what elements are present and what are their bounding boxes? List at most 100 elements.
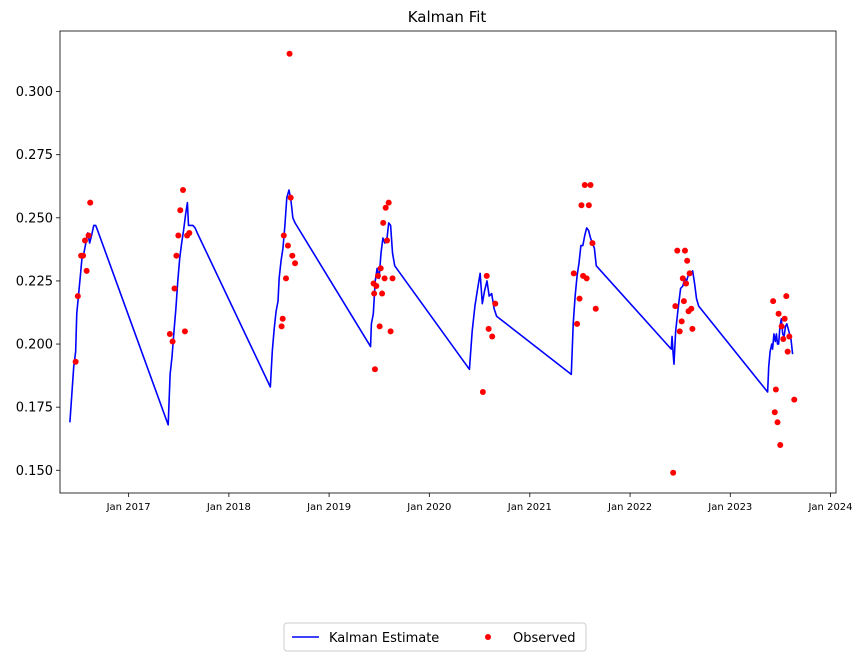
observed-point (480, 389, 486, 395)
observed-point (684, 258, 690, 264)
y-tick-label: 0.250 (16, 211, 53, 226)
observed-point (382, 275, 388, 281)
observed-point (280, 316, 286, 322)
observed-point (492, 301, 498, 307)
observed-point (582, 182, 588, 188)
observed-point (772, 409, 778, 415)
observed-point (782, 316, 788, 322)
observed-point (589, 240, 595, 246)
observed-point (170, 339, 176, 345)
observed-point (489, 333, 495, 339)
observed-point (777, 442, 783, 448)
y-tick-label: 0.300 (16, 85, 53, 100)
observed-point (586, 202, 592, 208)
y-tick-label: 0.200 (16, 338, 53, 353)
x-tick-label: Jan 2021 (507, 502, 552, 513)
observed-point (87, 200, 93, 206)
observed-point (380, 220, 386, 226)
observed-point (484, 273, 490, 279)
observed-point (287, 51, 293, 57)
x-tick-label: Jan 2022 (607, 502, 652, 513)
observed-point (672, 303, 678, 309)
observed-point (688, 306, 694, 312)
observed-point (175, 232, 181, 238)
observed-point (584, 275, 590, 281)
chart-title: Kalman Fit (408, 8, 487, 26)
observed-point (670, 470, 676, 476)
observed-point (378, 265, 384, 271)
x-tick-label: Jan 2023 (707, 502, 752, 513)
observed-point (173, 253, 179, 259)
observed-point (687, 270, 693, 276)
axes: 0.150 0.175 0.200 0.225 0.250 0.275 0.300 Jan 2… (16, 31, 853, 513)
legend-label-observed: Observed (513, 631, 576, 646)
observed-point (292, 260, 298, 266)
legend-label-kalman-estimate: Kalman Estimate (329, 631, 439, 646)
observed-point (377, 323, 383, 329)
observed-point (775, 419, 781, 425)
x-tick-label: Jan 2017 (106, 502, 151, 513)
x-tick-label: Jan 2019 (306, 502, 351, 513)
observed-point (783, 293, 789, 299)
observed-point (289, 253, 295, 259)
observed-point (383, 205, 389, 211)
observed-point (371, 291, 377, 297)
plot-area (70, 51, 797, 476)
observed-point (285, 243, 291, 249)
observed-point (73, 359, 79, 365)
observed-point (593, 306, 599, 312)
observed-point (279, 323, 285, 329)
observed-point (373, 283, 379, 289)
y-tick-label: 0.225 (16, 274, 53, 289)
y-tick-label: 0.150 (16, 464, 53, 479)
observed-point (390, 275, 396, 281)
observed-point (776, 311, 782, 317)
observed-point (780, 336, 786, 342)
observed-point (75, 293, 81, 299)
observed-point (770, 298, 776, 304)
legend: Kalman Estimate Observed (284, 623, 586, 651)
observed-point (388, 328, 394, 334)
observed-point (683, 280, 689, 286)
observed-point (677, 328, 683, 334)
observed-point (681, 298, 687, 304)
observed-point (773, 386, 779, 392)
observed-point (674, 248, 680, 254)
kalman-estimate-line (70, 190, 793, 425)
observed-point (172, 286, 178, 292)
observed-point (167, 331, 173, 337)
observed-point (689, 326, 695, 332)
observed-point (180, 187, 186, 193)
plot-frame (60, 31, 836, 493)
observed-point (375, 273, 381, 279)
observed-point (577, 296, 583, 302)
observed-point (177, 207, 183, 213)
observed-point (182, 328, 188, 334)
observed-point (281, 232, 287, 238)
observed-point (379, 291, 385, 297)
observed-point (86, 232, 92, 238)
observed-point (486, 326, 492, 332)
observed-point (384, 238, 390, 244)
x-tick-label: Jan 2018 (206, 502, 251, 513)
observed-point (785, 349, 791, 355)
y-tick-label: 0.275 (16, 148, 53, 163)
x-tick-label: Jan 2020 (406, 502, 451, 513)
observed-point (786, 333, 792, 339)
observed-point (288, 195, 294, 201)
observed-point (679, 318, 685, 324)
observed-point (682, 248, 688, 254)
x-tick-label: Jan 2024 (807, 502, 852, 513)
observed-point (574, 321, 580, 327)
observed-point (283, 275, 289, 281)
observed-point (791, 397, 797, 403)
observed-point (84, 268, 90, 274)
legend-marker-swatch (485, 634, 491, 640)
observed-point (571, 270, 577, 276)
observed-point (80, 253, 86, 259)
observed-point (578, 202, 584, 208)
observed-point (82, 238, 88, 244)
observed-point (588, 182, 594, 188)
observed-point (779, 323, 785, 329)
